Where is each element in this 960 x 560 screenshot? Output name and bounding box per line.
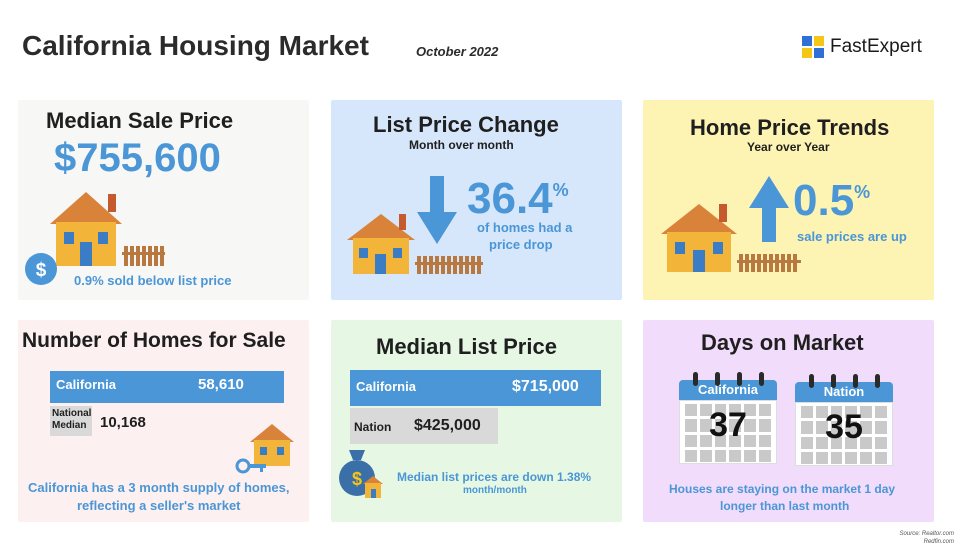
- bar-label: Nation: [354, 420, 392, 434]
- calendar-label: California: [679, 380, 777, 400]
- nat-label-line1: National: [52, 408, 92, 419]
- list-change-note-1: of homes had a: [477, 220, 573, 235]
- homes-note-2: reflecting a seller's market: [77, 498, 241, 513]
- page-title: California Housing Market: [22, 30, 369, 61]
- bar-value: $715,000: [512, 378, 579, 395]
- california-days-value: 37: [709, 406, 747, 444]
- brand-name: FastExpert: [830, 36, 922, 57]
- price-trends-value-wrap: 0.5%: [793, 176, 870, 226]
- bar-label: National Median: [52, 408, 91, 432]
- california-bar: California 58,610: [50, 371, 284, 403]
- list-change-note-2: price drop: [489, 237, 553, 252]
- money-bag-icon: $: [339, 450, 383, 498]
- list-change-value-wrap: 36.4%: [467, 174, 569, 224]
- card-title: Median List Price: [376, 334, 557, 359]
- nat-label-line2: Median: [52, 420, 87, 431]
- median-sale-value: $755,600: [54, 136, 221, 180]
- percent-sign: %: [552, 180, 569, 200]
- price-trends-value: 0.5: [793, 176, 855, 225]
- days-on-market-card: Days on Market California 37 Nation 35 H…: [643, 320, 934, 522]
- bar-label: California: [356, 379, 416, 394]
- card-title: Days on Market: [701, 330, 864, 355]
- up-arrow-icon: [749, 176, 789, 242]
- days-note-2: longer than last month: [720, 499, 850, 513]
- brand-logo: FastExpert: [802, 36, 922, 58]
- source-note: Source: Realtor.com Redfin.com: [900, 530, 954, 546]
- calendar-icon: California 37: [679, 372, 777, 464]
- california-bar: California $715,000: [350, 370, 601, 406]
- list-price-change-card: List Price Change Month over month 36.4%…: [331, 100, 622, 300]
- nation-bar: Nation $425,000: [350, 408, 498, 444]
- logo-mark-icon: [802, 36, 824, 58]
- card-title: Median Sale Price: [46, 108, 234, 133]
- svg-text:$: $: [352, 469, 362, 489]
- median-list-price-card: Median List Price California $715,000 Na…: [331, 320, 622, 522]
- source-line-1: Source: Realtor.com: [899, 531, 954, 537]
- card-title: List Price Change: [373, 112, 559, 137]
- card-title: Home Price Trends: [690, 115, 890, 140]
- source-line-2: Redfin.com: [923, 539, 954, 545]
- house-icon: [347, 214, 483, 274]
- days-note-1: Houses are staying on the market 1 day: [669, 482, 896, 496]
- page-subtitle: October 2022: [416, 44, 499, 59]
- svg-text:$: $: [36, 260, 47, 281]
- dollar-icon: $: [25, 253, 57, 285]
- median-list-note-1: Median list prices are down 1.38%: [397, 470, 592, 484]
- nation-days-value: 35: [825, 408, 863, 446]
- price-trends-note: sale prices are up: [797, 229, 907, 244]
- bar-value: 58,610: [198, 376, 244, 393]
- card-title: Number of Homes for Sale: [22, 329, 286, 352]
- list-change-value: 36.4: [467, 174, 553, 223]
- median-list-note-2: month/month: [463, 485, 527, 496]
- national-bar: National Median: [50, 406, 92, 436]
- down-arrow-icon: [417, 176, 457, 244]
- calendar-icon: Nation 35: [795, 374, 893, 466]
- median-sale-note: 0.9% sold below list price: [74, 273, 232, 288]
- national-value: 10,168: [100, 414, 146, 431]
- homes-note-1: California has a 3 month supply of homes…: [28, 480, 290, 495]
- card-subtitle: Month over month: [409, 138, 514, 152]
- house-icon: [661, 204, 801, 272]
- bar-label: California: [56, 377, 116, 392]
- key-icon: [235, 424, 294, 474]
- home-price-trends-card: Home Price Trends Year over Year 0.5% sa…: [643, 100, 934, 300]
- house-icon: [50, 192, 165, 266]
- median-sale-price-card: Median Sale Price $755,600 $ 0.9% sold b…: [18, 100, 309, 300]
- card-subtitle: Year over Year: [747, 140, 830, 154]
- bar-value: $425,000: [414, 417, 481, 434]
- homes-for-sale-card: Number of Homes for Sale California 58,6…: [18, 320, 309, 522]
- percent-sign: %: [854, 182, 871, 202]
